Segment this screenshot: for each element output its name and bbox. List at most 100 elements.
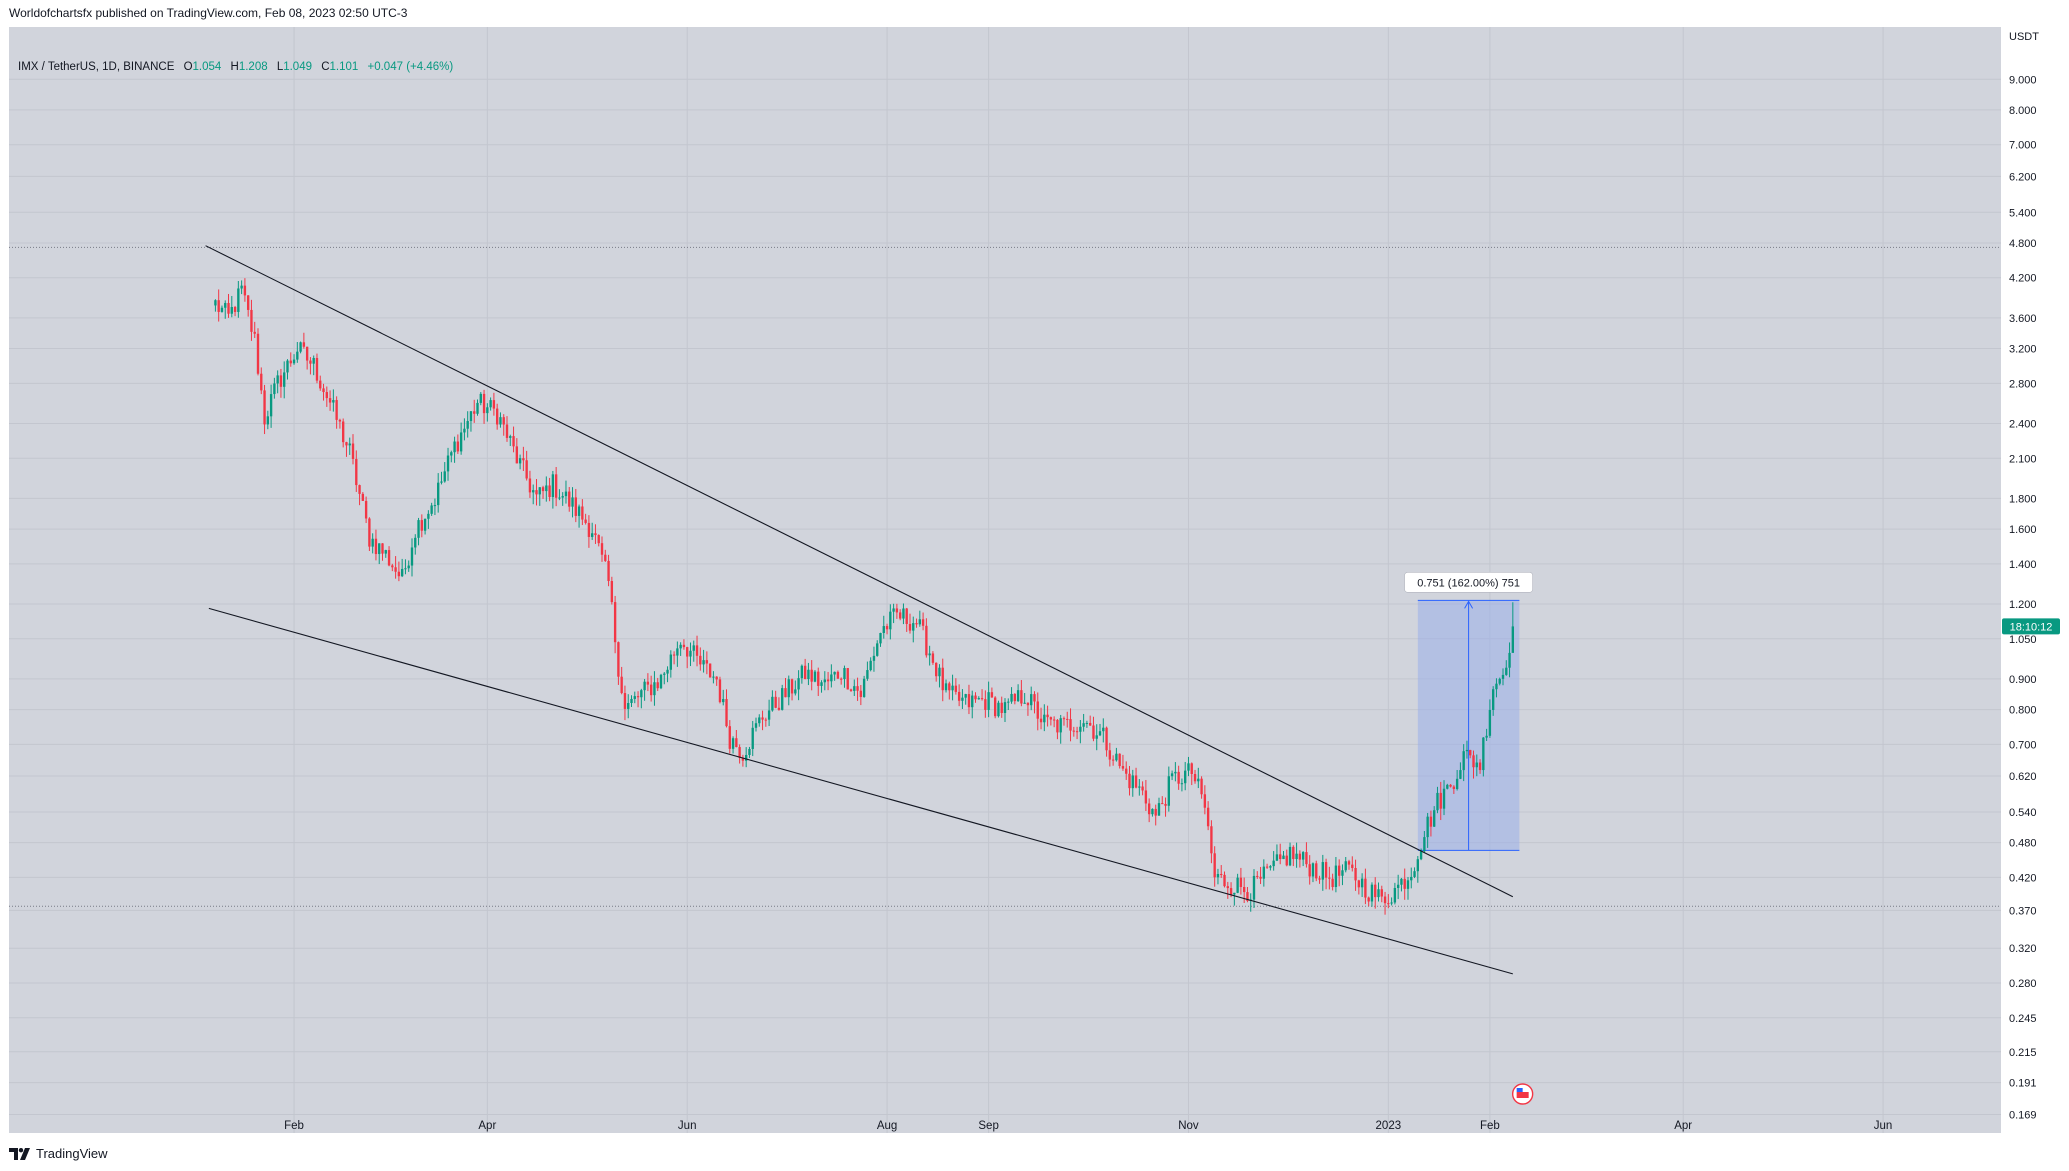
candle-body (1203, 794, 1207, 808)
candle-body (1390, 902, 1393, 904)
candle-body (836, 671, 840, 679)
candle-body (879, 632, 882, 644)
candle-body (450, 452, 453, 456)
candle-body (623, 693, 627, 709)
low-value: 1.049 (283, 61, 312, 73)
y-tick-label: 1.050 (2009, 634, 2037, 646)
candle-body (656, 682, 659, 689)
candle-body (1020, 690, 1023, 704)
candle-body (404, 568, 407, 570)
candle-body (1452, 786, 1456, 789)
candle-body (748, 748, 751, 755)
candle-body (987, 692, 990, 710)
candle-body (1370, 884, 1374, 902)
candle-body (1367, 897, 1370, 902)
candle-body (1066, 718, 1069, 720)
y-tick-label: 0.480 (2009, 838, 2037, 850)
candle-body (561, 496, 564, 498)
candle-body (1095, 735, 1098, 739)
candle-body (935, 662, 938, 677)
candle-body (856, 686, 859, 691)
candle-body (1157, 803, 1161, 816)
y-axis-unit: USDT (2009, 31, 2039, 43)
symbol-name: IMX / TetherUS, 1D, BINANCE (18, 61, 175, 73)
candle-body (627, 703, 630, 709)
candle-body (1102, 727, 1105, 732)
candle-body (676, 648, 679, 656)
candle-body (305, 346, 309, 361)
candle-body (558, 497, 561, 499)
candle-body (1446, 784, 1449, 789)
candle-body (319, 380, 322, 389)
candle-body (1075, 731, 1079, 733)
tradingview-branding[interactable]: TradingView (9, 1146, 108, 1161)
candle-body (279, 375, 283, 387)
candle-body (840, 678, 843, 680)
candle-body (1092, 725, 1095, 739)
candle-body (1003, 702, 1007, 714)
candle-body (718, 679, 722, 703)
candle-body (217, 300, 220, 312)
candle-body (712, 676, 715, 678)
flag-stripe-icon (1516, 1092, 1529, 1098)
y-tick-label: 9.000 (2009, 74, 2037, 86)
candle-body (1334, 865, 1338, 888)
measure-tool[interactable] (1417, 599, 1520, 851)
candle-body (902, 608, 905, 619)
chart-area[interactable]: 9.000 8.000 7.000 6.200 5.400 4.800 4.200 3.600… (9, 27, 2061, 1133)
change-value: +0.047 (+4.46%) (367, 61, 454, 73)
candle-body (630, 698, 633, 704)
candle-body (276, 375, 279, 384)
candle-body (1403, 878, 1406, 889)
candle-body (869, 660, 872, 671)
candle-body (518, 458, 522, 464)
candle-body (1062, 718, 1066, 720)
candle-body (1400, 878, 1403, 885)
candle-body (797, 678, 800, 690)
y-tick-label: 0.215 (2009, 1047, 2037, 1059)
candle-body (548, 485, 551, 498)
candle-body (328, 398, 332, 403)
candle-body (843, 668, 846, 680)
candle-body (725, 699, 728, 727)
candle-body (1242, 887, 1246, 893)
x-tick-label: Jun (1874, 1120, 1893, 1132)
candle-body (751, 727, 754, 749)
candle-body (1229, 888, 1233, 895)
candle-body (1351, 864, 1354, 869)
candle-body (758, 717, 761, 724)
candle-body (823, 679, 826, 683)
candle-body (1030, 694, 1033, 706)
y-tick-label: 1.600 (2009, 524, 2037, 536)
candle-body (1108, 750, 1112, 760)
candle-body (437, 482, 440, 506)
candle-body (1338, 865, 1341, 876)
y-tick-label: 2.800 (2009, 378, 2037, 390)
candle-body (663, 673, 666, 675)
candle-body (1233, 892, 1236, 895)
candle-body (342, 421, 345, 443)
candle-body (862, 678, 866, 697)
candle-body (407, 565, 410, 569)
candle-body (371, 538, 374, 547)
candle-body (1377, 889, 1380, 898)
low-label: L (276, 61, 284, 73)
trendlines[interactable] (205, 245, 1514, 975)
price-chart[interactable]: 9.000 8.000 7.000 6.200 5.400 4.800 4.200 3.600… (9, 27, 2061, 1133)
candle-body (1016, 690, 1020, 702)
candle-body (777, 707, 781, 710)
candle-body (1387, 903, 1390, 905)
candle-body (617, 642, 620, 677)
y-tick-label: 0.420 (2009, 872, 2037, 884)
y-tick-label: 1.400 (2009, 559, 2037, 571)
candle-body (1216, 873, 1220, 878)
candle-body (761, 717, 764, 720)
y-tick-label: 7.000 (2009, 140, 2037, 152)
y-tick-label: 0.191 (2009, 1078, 2037, 1090)
candle-body (1423, 837, 1426, 852)
candle-body (895, 608, 899, 613)
candle-body (292, 359, 296, 364)
candle-body (928, 653, 931, 656)
candle-body (522, 458, 525, 461)
candle-body (256, 333, 260, 374)
